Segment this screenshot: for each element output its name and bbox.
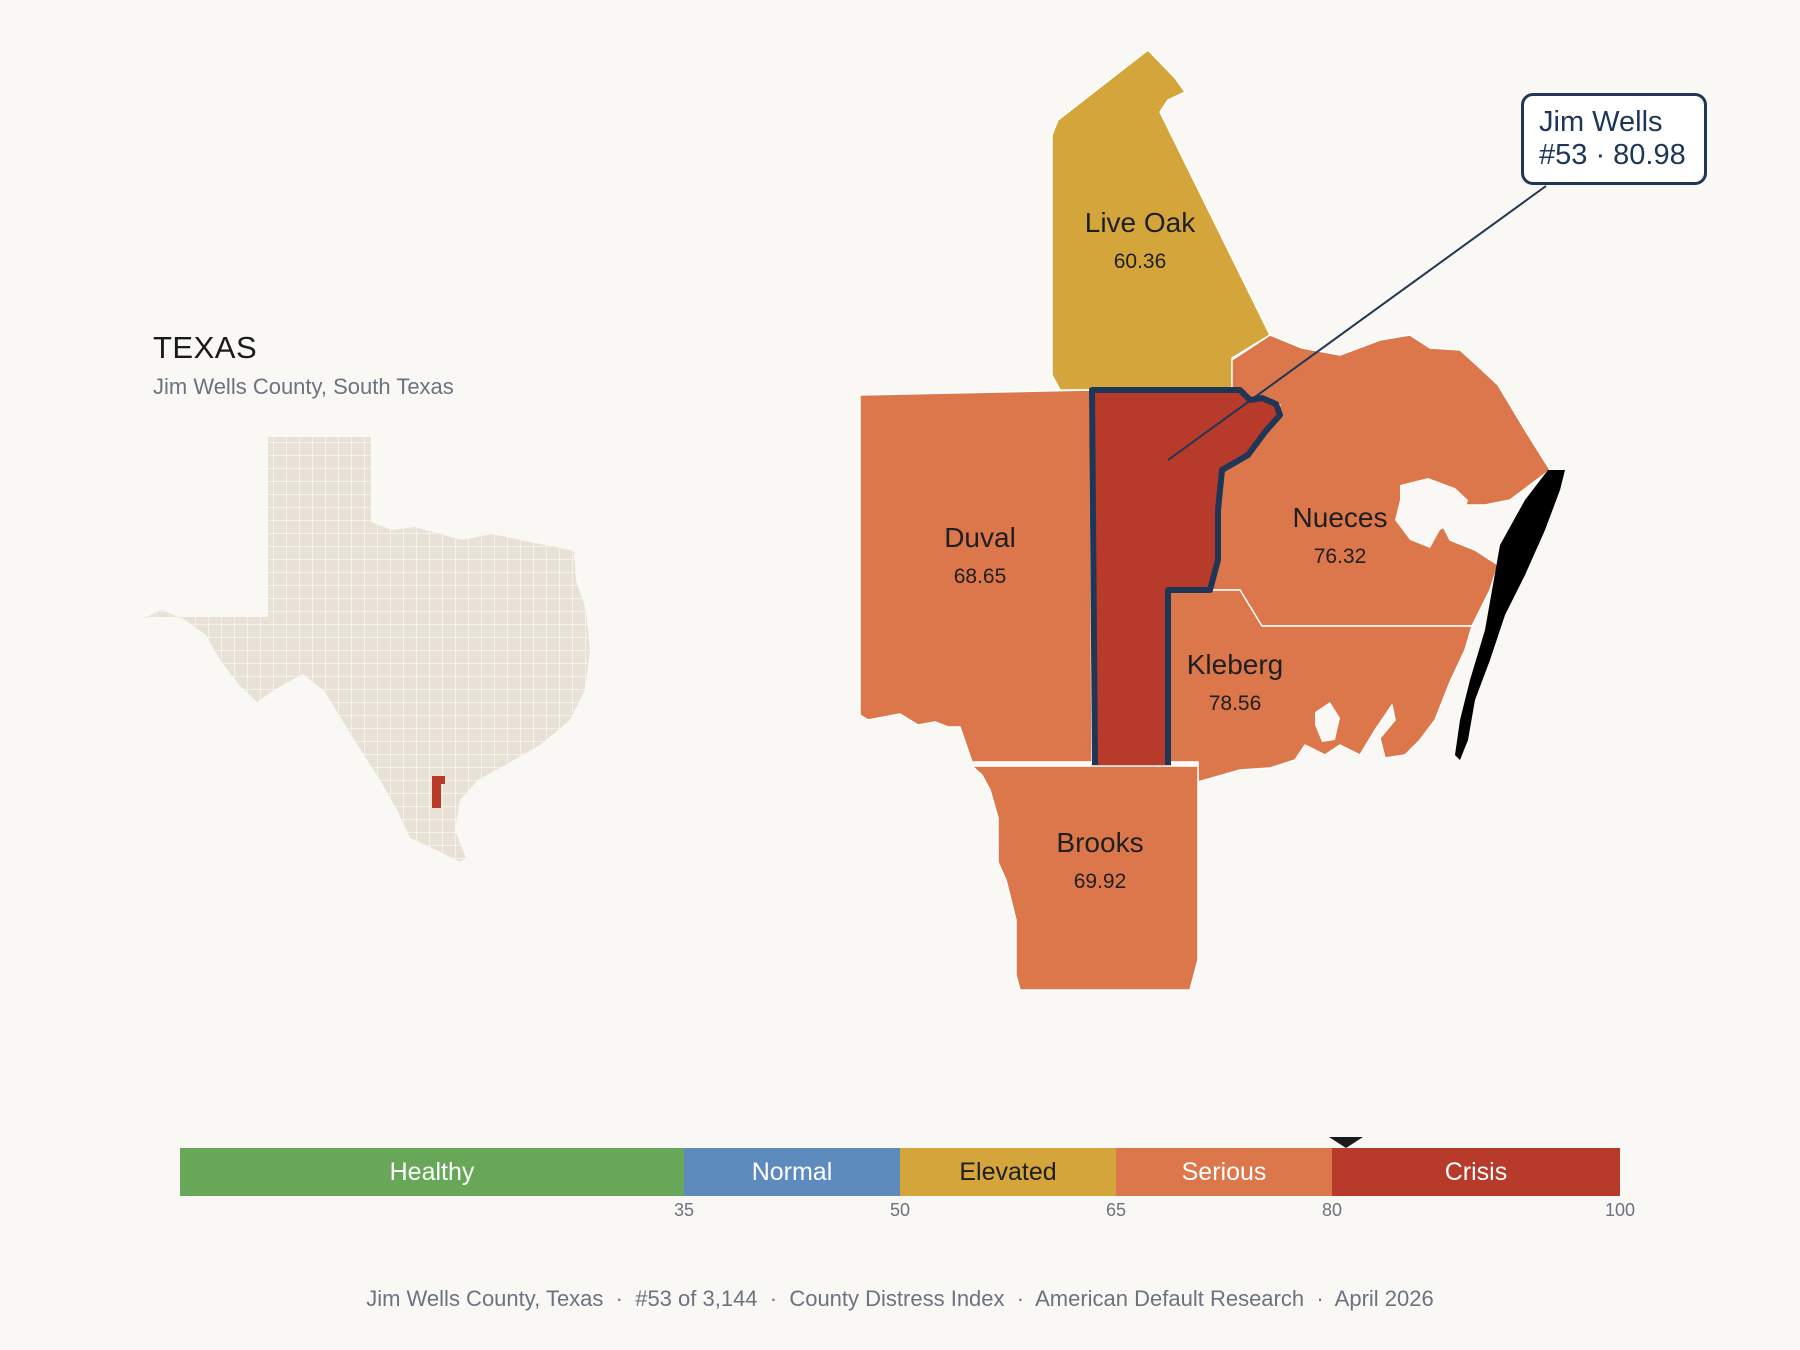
scale-segment-healthy: Healthy: [180, 1148, 684, 1196]
callout-leader-line: [1167, 185, 1547, 461]
scale-marker-icon: [1329, 1137, 1363, 1148]
scale-segment-normal: Normal: [684, 1148, 900, 1196]
county-score-nueces: 76.32: [1314, 545, 1367, 568]
footer-date: April 2026: [1334, 1286, 1434, 1311]
padre-island: [1455, 470, 1565, 760]
county-live-oak[interactable]: [1051, 49, 1271, 391]
distress-scale-bar: Healthy Normal Elevated Serious Crisis: [180, 1148, 1620, 1196]
footer-source: American Default Research: [1035, 1286, 1305, 1311]
footer-separator: ·: [1304, 1286, 1335, 1311]
county-score-live-oak: 60.36: [1114, 250, 1167, 273]
footer: Jim Wells County, Texas · #53 of 3,144 ·…: [0, 1286, 1800, 1312]
county-label-live-oak: Live Oak: [1085, 207, 1196, 238]
scale-tick-35: 35: [673, 1200, 695, 1220]
footer-index: County Distress Index: [789, 1286, 1005, 1311]
scale-tick-100: 100: [1604, 1200, 1636, 1220]
county-label-duval: Duval: [944, 522, 1016, 553]
jim-wells-callout: Jim Wells #53 · 80.98: [1521, 93, 1707, 185]
county-labels: Live Oak 60.36 Duval 68.65 Nueces 76.32 Kleber…: [944, 207, 1387, 893]
footer-separator: ·: [603, 1286, 636, 1311]
footer-rank: #53 of 3,144: [635, 1286, 758, 1311]
texas-locator-map: [144, 437, 590, 862]
footer-separator: ·: [1004, 1286, 1036, 1311]
scale-segment-elevated: Elevated: [900, 1148, 1116, 1196]
scale-tick-50: 50: [889, 1200, 911, 1220]
scale-tick-80: 80: [1321, 1200, 1343, 1220]
inset-jim-wells-highlight: [432, 776, 445, 808]
inset-header: TEXAS Jim Wells County, South Texas: [153, 330, 454, 400]
baffin-bay: [1315, 702, 1340, 742]
scale-tick-65: 65: [1105, 1200, 1127, 1220]
county-label-kleberg: Kleberg: [1187, 649, 1284, 680]
footer-separator: ·: [757, 1286, 790, 1311]
county-score-kleberg: 78.56: [1209, 692, 1262, 715]
scale-segment-crisis: Crisis: [1332, 1148, 1620, 1196]
scale-segment-serious: Serious: [1116, 1148, 1332, 1196]
corpus-christi-bay: [1395, 478, 1468, 548]
inset-subtitle: Jim Wells County, South Texas: [153, 374, 454, 399]
county-score-brooks: 69.92: [1074, 870, 1127, 893]
county-brooks[interactable]: [971, 765, 1199, 991]
county-kleberg[interactable]: [1167, 589, 1473, 783]
county-jim-wells[interactable]: [1089, 387, 1283, 771]
callout-rank-score: #53 · 80.98: [1539, 139, 1686, 171]
footer-county: Jim Wells County, Texas: [366, 1286, 604, 1311]
county-label-brooks: Brooks: [1056, 827, 1143, 858]
county-label-nueces: Nueces: [1293, 502, 1388, 533]
county-score-duval: 68.65: [954, 565, 1007, 588]
callout-county-name: Jim Wells: [1539, 106, 1663, 138]
inset-title: TEXAS: [153, 330, 258, 365]
